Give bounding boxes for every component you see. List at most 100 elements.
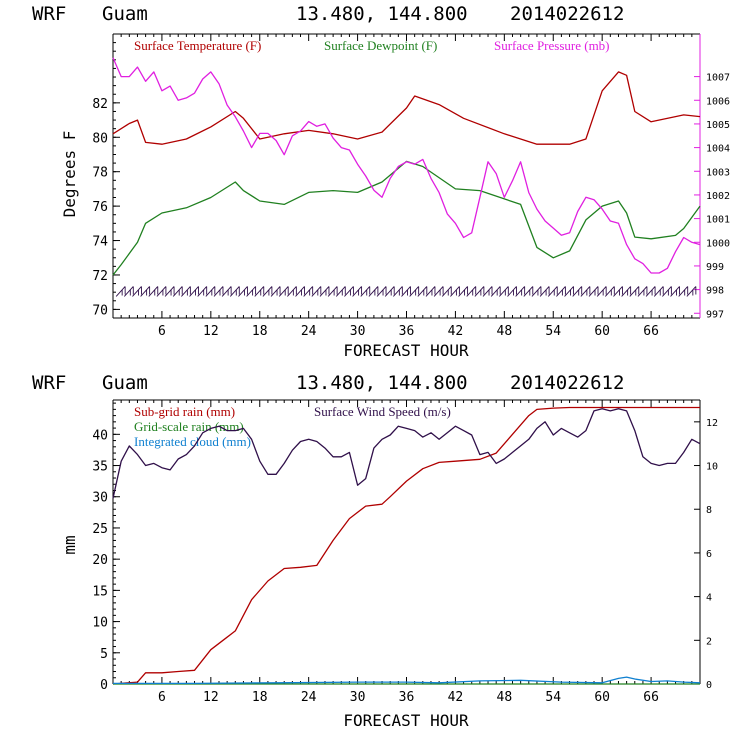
- legend-gridscale-rain: Grid-scale rain (mm): [134, 419, 244, 434]
- wind-barb: [393, 286, 403, 297]
- wind-barbs: [115, 286, 697, 297]
- header-coords: 13.480, 144.800: [296, 372, 468, 394]
- subgrid-rain-line: [112, 406, 700, 685]
- wind-barb: [132, 286, 142, 297]
- wind-barb: [613, 286, 623, 297]
- wind-barb: [238, 286, 248, 297]
- wind-barb: [686, 286, 697, 297]
- wind-barb: [662, 286, 672, 297]
- wind-barb: [254, 286, 265, 297]
- wind-barb: [213, 286, 224, 297]
- y-tick-label: 78: [92, 166, 108, 181]
- x-tick-label: 36: [399, 690, 415, 705]
- y-tick-label: 30: [92, 491, 108, 506]
- y-tick-label: 0: [100, 678, 108, 693]
- y-axis-label: Degrees F: [60, 131, 79, 218]
- wind-barb: [335, 286, 346, 297]
- wind-barb: [311, 286, 322, 297]
- x-tick-label: 12: [203, 690, 219, 705]
- x-tick-label: 42: [448, 324, 464, 339]
- wind-barb: [458, 286, 469, 297]
- x-axis-label: FORECAST HOUR: [343, 711, 469, 730]
- wind-barb: [270, 286, 281, 297]
- y-tick-label: 80: [92, 131, 108, 146]
- wind-barb: [523, 286, 534, 297]
- wind-barb: [645, 286, 656, 297]
- y2-tick-label: 1004: [706, 144, 730, 155]
- y2-tick-label: 1000: [706, 238, 730, 249]
- wind-barb: [572, 286, 583, 297]
- wind-barb: [115, 286, 126, 297]
- x-tick-label: 6: [158, 324, 166, 339]
- x-tick-label: 60: [594, 690, 610, 705]
- y2-tick-label: 4: [706, 593, 712, 604]
- legend-subgrid-rain: Sub-grid rain (mm): [134, 404, 235, 419]
- x-tick-label: 12: [203, 324, 219, 339]
- wind-barb: [409, 286, 420, 297]
- legend-cloud: Integrated cloud (mm): [134, 434, 251, 449]
- y-tick-label: 35: [92, 460, 108, 475]
- x-tick-label: 42: [448, 690, 464, 705]
- x-tick-label: 24: [301, 690, 317, 705]
- legend-temperature: Surface Temperature (F): [134, 38, 261, 53]
- wind-barb: [295, 286, 305, 297]
- panel-header: WRF Guam 13.480, 144.800 2014022612: [32, 372, 624, 394]
- legend-wind-speed: Surface Wind Speed (m/s): [314, 404, 451, 419]
- wind-barb: [482, 286, 493, 297]
- wind-barb: [653, 286, 664, 297]
- dewpoint-line: [112, 160, 701, 276]
- panel-legend: Sub-grid rain (mm) Grid-scale rain (mm) …: [134, 404, 451, 449]
- x-tick-label: 60: [594, 324, 610, 339]
- wind-barb: [287, 286, 297, 297]
- y2-tick-label: 6: [706, 549, 712, 560]
- x-tick-label: 36: [399, 324, 415, 339]
- y2-tick-label: 1006: [706, 96, 730, 107]
- x-tick-label: 66: [643, 690, 659, 705]
- x-tick-label: 30: [350, 690, 366, 705]
- wind-barb: [531, 286, 542, 297]
- wind-barb: [303, 286, 314, 297]
- wind-barb: [564, 286, 575, 297]
- x-tick-label: 54: [545, 324, 561, 339]
- wind-barb: [401, 286, 411, 297]
- y2-tick-label: 998: [706, 286, 724, 297]
- wind-barb: [221, 286, 232, 297]
- wind-barb: [596, 286, 607, 297]
- y-tick-label: 10: [92, 616, 108, 631]
- wind-barb: [246, 286, 257, 297]
- y-tick-label: 82: [92, 97, 108, 112]
- y2-tick-label: 1001: [706, 215, 730, 226]
- panel-legend: Surface Temperature (F) Surface Dewpoint…: [134, 38, 610, 53]
- wind-barb: [556, 286, 566, 297]
- x-tick-label: 66: [643, 324, 659, 339]
- y2-tick-label: 10: [706, 462, 718, 473]
- header-model: WRF: [32, 372, 66, 394]
- y-tick-label: 40: [92, 428, 108, 443]
- header-model: WRF: [32, 3, 66, 25]
- y-tick-label: 20: [92, 553, 108, 568]
- wind-barb: [580, 286, 591, 297]
- y-axis-label: mm: [60, 535, 79, 554]
- y2-tick-label: 8: [706, 505, 712, 516]
- wind-barb: [425, 286, 436, 297]
- y2-tick-label: 1007: [706, 73, 730, 84]
- wind-barb: [678, 286, 689, 297]
- wind-speed-line: [112, 408, 701, 499]
- wind-barb: [490, 286, 501, 297]
- y-tick-label: 25: [92, 522, 108, 537]
- header-coords: 13.480, 144.800: [296, 3, 468, 25]
- y-tick-label: 70: [92, 303, 108, 318]
- x-tick-label: 18: [252, 324, 268, 339]
- wind-barb: [205, 286, 216, 297]
- wind-barb: [547, 286, 558, 297]
- wind-barb: [384, 286, 395, 297]
- wind-barb: [189, 286, 199, 297]
- wind-barb: [123, 286, 134, 297]
- y2-tick-label: 999: [706, 262, 724, 273]
- y2-tick-label: 12: [706, 418, 718, 429]
- x-tick-label: 54: [545, 690, 561, 705]
- wind-barb: [621, 286, 632, 297]
- wind-barb: [498, 286, 509, 297]
- header-location: Guam: [102, 372, 148, 394]
